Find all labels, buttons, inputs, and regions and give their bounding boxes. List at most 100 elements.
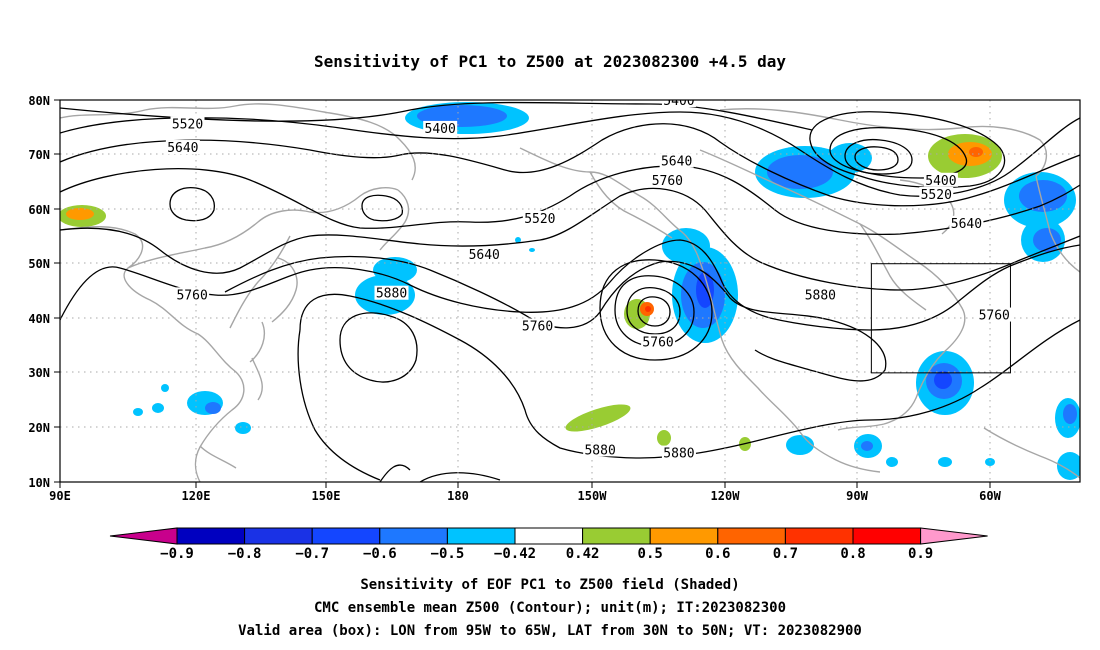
colorbar-cell — [852, 527, 922, 545]
sensitivity-shading — [60, 102, 1080, 480]
svg-text:5760: 5760 — [642, 335, 673, 350]
svg-text:5400: 5400 — [663, 94, 694, 109]
footer-line-valid-area: Valid area (box): LON from 95W to 65W, L… — [238, 623, 862, 639]
svg-text:5760: 5760 — [979, 309, 1010, 324]
svg-text:5640: 5640 — [951, 217, 982, 232]
lat-axis-ticks — [54, 99, 60, 483]
colorbar-cell — [582, 527, 651, 545]
svg-text:5760: 5760 — [522, 319, 553, 334]
colorbar-label: 0.9 — [908, 546, 933, 562]
lat-label: 10N — [28, 476, 50, 490]
shade-blob-hudson-bay — [755, 143, 872, 198]
shade-blob-subtropical-pacific — [565, 404, 751, 451]
contour-label: 5520 — [919, 186, 954, 203]
contour-label: 5760 — [641, 334, 676, 350]
colorbar-cell — [514, 527, 584, 545]
contour-label: 5640 — [659, 153, 694, 170]
svg-text:5520: 5520 — [921, 188, 952, 203]
colorbar-label: −0.9 — [160, 546, 194, 562]
shade-blob-europe — [60, 205, 106, 227]
lat-label: 30N — [28, 366, 50, 380]
contour-label: 5760 — [977, 307, 1012, 324]
colorbar-cells — [109, 527, 988, 545]
svg-text:5880: 5880 — [805, 288, 836, 303]
colorbar-cell — [784, 527, 854, 545]
svg-text:5760: 5760 — [176, 288, 207, 303]
lat-label: 70N — [28, 148, 50, 162]
svg-text:5880: 5880 — [376, 287, 407, 302]
colorbar-label: −0.5 — [431, 546, 465, 562]
colorbar-label: −0.6 — [363, 546, 397, 562]
contour-label: 5760 — [175, 287, 210, 303]
colorbar-label: −0.42 — [494, 546, 536, 562]
svg-text:5640: 5640 — [469, 248, 500, 263]
colorbar-label: −0.7 — [295, 546, 329, 562]
svg-text:5640: 5640 — [167, 141, 198, 156]
colorbar-label: 0.8 — [840, 546, 865, 562]
contour-label: 5640 — [467, 246, 502, 263]
figure-footer: Sensitivity of EOF PC1 to Z500 field (Sh… — [238, 577, 862, 639]
colorbar-over-triangle — [920, 527, 988, 545]
colorbar-cell — [717, 527, 786, 545]
footer-line-contour: CMC ensemble mean Z500 (Contour); unit(m… — [314, 600, 786, 616]
lat-label: 80N — [28, 94, 50, 108]
lat-axis-labels: 80N 70N 60N 50N 40N 30N 20N 10N — [28, 94, 50, 490]
contour-label: 5880 — [583, 442, 618, 458]
map-frame — [59, 99, 1081, 483]
contour-label: 5520 — [170, 116, 205, 133]
contour-label: 5760 — [650, 172, 685, 189]
lon-label: 90W — [846, 489, 868, 503]
contour-label: 5400 — [923, 172, 958, 189]
colorbar-under-triangle — [109, 527, 178, 545]
lon-label: 180 — [447, 489, 469, 503]
colorbar-label: 0.5 — [638, 546, 663, 562]
colorbar-label: 0.6 — [705, 546, 730, 562]
svg-text:5880: 5880 — [584, 443, 615, 458]
lon-label: 120E — [182, 489, 211, 503]
svg-text:5760: 5760 — [652, 174, 683, 189]
lon-axis-ticks — [59, 482, 991, 488]
contour-label: 5640 — [949, 215, 984, 232]
lon-axis-labels: 90E 120E 150E 180 150W 120W 90W 60W — [49, 489, 1001, 503]
figure-title: Sensitivity of PC1 to Z500 at 2023082300… — [314, 52, 786, 71]
contour-label: 5520 — [522, 210, 557, 227]
colorbar-cell — [379, 527, 448, 545]
svg-text:5400: 5400 — [925, 174, 956, 189]
contour-label: 5880 — [661, 445, 696, 462]
contour-label: 5400 — [423, 120, 458, 137]
svg-text:5520: 5520 — [524, 212, 555, 227]
lat-label: 60N — [28, 203, 50, 217]
colorbar-cell — [649, 527, 719, 545]
lon-label: 90E — [49, 489, 71, 503]
colorbar-cell — [446, 527, 516, 545]
colorbar-cell — [311, 527, 381, 545]
z500-contours — [60, 101, 1080, 482]
footer-line-shaded: Sensitivity of EOF PC1 to Z500 field (Sh… — [360, 577, 739, 593]
contour-label: 5880 — [803, 287, 838, 303]
svg-text:5640: 5640 — [661, 155, 692, 170]
shade-blob-west-coast — [662, 228, 738, 343]
contour-label: 5760 — [520, 318, 555, 334]
lat-label: 20N — [28, 421, 50, 435]
graticule — [60, 100, 1080, 482]
svg-text:5880: 5880 — [663, 447, 694, 462]
svg-text:5520: 5520 — [172, 118, 203, 133]
colorbar-label: 0.42 — [566, 546, 600, 562]
coastlines — [60, 103, 1080, 482]
colorbar: −0.9 −0.8 −0.7 −0.6 −0.5 −0.42 0.42 0.5 0.6 0.7 0.… — [109, 527, 988, 562]
lat-label: 40N — [28, 312, 50, 326]
colorbar-cell — [244, 527, 313, 545]
colorbar-label: 0.7 — [773, 546, 798, 562]
contour-label: 5400 — [661, 94, 696, 109]
colorbar-labels: −0.9 −0.8 −0.7 −0.6 −0.5 −0.42 0.42 0.5 0.6 0.7 0.… — [160, 546, 933, 562]
lon-label: 150E — [312, 489, 341, 503]
colorbar-label: −0.8 — [228, 546, 262, 562]
svg-text:5400: 5400 — [425, 122, 456, 137]
lon-label: 60W — [979, 489, 1001, 503]
lon-label: 120W — [711, 489, 741, 503]
lat-label: 50N — [28, 257, 50, 271]
lon-label: 150W — [578, 489, 608, 503]
